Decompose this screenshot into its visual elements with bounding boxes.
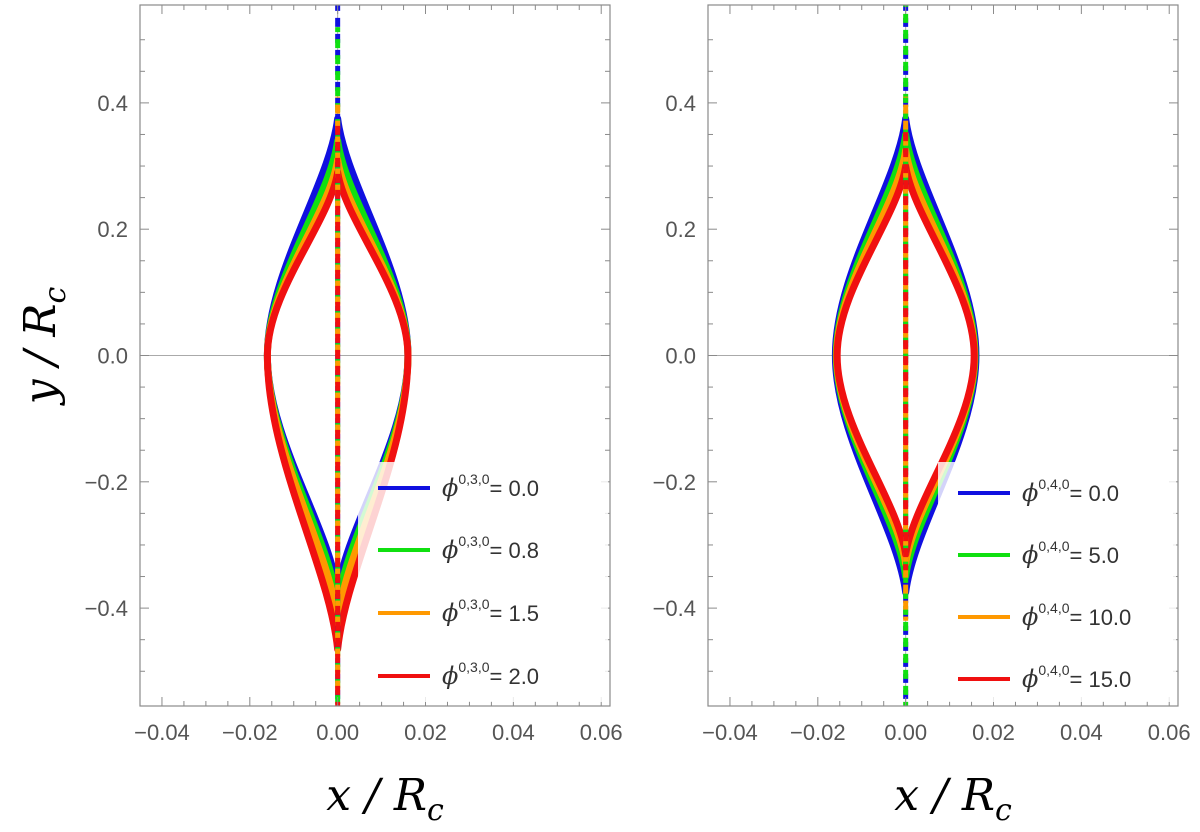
x-tick-label: 0.04	[492, 720, 535, 745]
right-panel: −0.04 −0.02 0.00 0.02 0.04 0.06 −0.4 −0.2 0.0 0.2…	[653, 4, 1191, 745]
legend-symbol: ϕ	[442, 662, 458, 690]
legend-superscript: 0,3,0	[458, 533, 489, 549]
legend-label: ϕ0,4,0= 15.0	[1022, 662, 1131, 693]
y-tick-label: 0.4	[665, 91, 696, 116]
y-tick-label: 0.0	[97, 344, 128, 369]
legend-symbol: ϕ	[442, 599, 458, 627]
legend-label: ϕ0,3,0= 2.0	[442, 659, 539, 690]
legend-symbol: ϕ	[1022, 479, 1038, 507]
legend-symbol: ϕ	[1022, 603, 1038, 631]
x-tick-label: 0.06	[580, 720, 623, 745]
legend-value: = 10.0	[1070, 605, 1132, 630]
x-tick-label: −0.04	[134, 720, 190, 745]
legend-value: = 0.8	[490, 538, 540, 563]
legend-box	[358, 462, 608, 702]
curves	[263, 5, 412, 706]
x-axis-title: x / Rc	[894, 770, 1012, 828]
x-tick-label: 0.02	[972, 720, 1015, 745]
legend-superscript: 0,3,0	[458, 471, 489, 487]
legend-value: = 2.0	[490, 664, 540, 689]
y-tick-label: 0.2	[665, 217, 696, 242]
legend-box	[938, 462, 1176, 702]
y-tick-label: −0.4	[85, 596, 128, 621]
curves	[831, 5, 980, 706]
x-tick-label: 0.04	[1060, 720, 1103, 745]
legend-symbol: ϕ	[1022, 541, 1038, 569]
x-axis-title: x / Rc	[326, 770, 444, 828]
y-tick-label: 0.2	[97, 217, 128, 242]
x-tick-label: −0.02	[790, 720, 846, 745]
y-tick-label: −0.2	[85, 470, 128, 495]
x-tick-label: 0.06	[1148, 720, 1191, 745]
y-tick-label: −0.4	[653, 596, 696, 621]
legend: ϕ0,3,0= 0.0ϕ0,3,0= 0.8ϕ0,3,0= 1.5ϕ0,3,0=…	[358, 462, 608, 702]
x-tick-label: −0.04	[702, 720, 758, 745]
legend-label: ϕ0,4,0= 10.0	[1022, 600, 1131, 631]
y-axis-title: y / Rc	[15, 287, 73, 407]
legend-superscript: 0,3,0	[458, 659, 489, 675]
legend-superscript: 0,4,0	[1038, 600, 1069, 616]
legend-symbol: ϕ	[442, 474, 458, 502]
legend-value: = 15.0	[1070, 667, 1132, 692]
x-tick-label: −0.02	[222, 720, 278, 745]
legend-symbol: ϕ	[442, 536, 458, 564]
legend-symbol: ϕ	[1022, 665, 1038, 693]
legend-label: ϕ0,3,0= 0.0	[442, 471, 539, 502]
legend-label: ϕ0,4,0= 5.0	[1022, 538, 1119, 569]
x-tick-label: 0.02	[404, 720, 447, 745]
legend-label: ϕ0,4,0= 0.0	[1022, 476, 1119, 507]
legend-label: ϕ0,3,0= 1.5	[442, 596, 539, 627]
y-tick-label: −0.2	[653, 470, 696, 495]
legend-superscript: 0,3,0	[458, 596, 489, 612]
legend-value: = 0.0	[490, 476, 540, 501]
legend-value: = 1.5	[490, 601, 540, 626]
axis-titles: x / Rc y / Rc x / Rc	[15, 287, 1012, 828]
x-tick-label: 0.00	[884, 720, 927, 745]
legend-superscript: 0,4,0	[1038, 662, 1069, 678]
x-tick-label: 0.00	[316, 720, 359, 745]
legend-superscript: 0,4,0	[1038, 476, 1069, 492]
legend-superscript: 0,4,0	[1038, 538, 1069, 554]
legend: ϕ0,4,0= 0.0ϕ0,4,0= 5.0ϕ0,4,0= 10.0ϕ0,4,0…	[938, 462, 1176, 702]
legend-label: ϕ0,3,0= 0.8	[442, 533, 539, 564]
left-panel: −0.04 −0.02 0.00 0.02 0.04 0.06 −0.4 −0.2 0.0 0.2…	[85, 4, 623, 745]
legend-value: = 0.0	[1070, 481, 1120, 506]
y-tick-label: 0.4	[97, 91, 128, 116]
legend-value: = 5.0	[1070, 543, 1120, 568]
y-tick-label: 0.0	[665, 344, 696, 369]
